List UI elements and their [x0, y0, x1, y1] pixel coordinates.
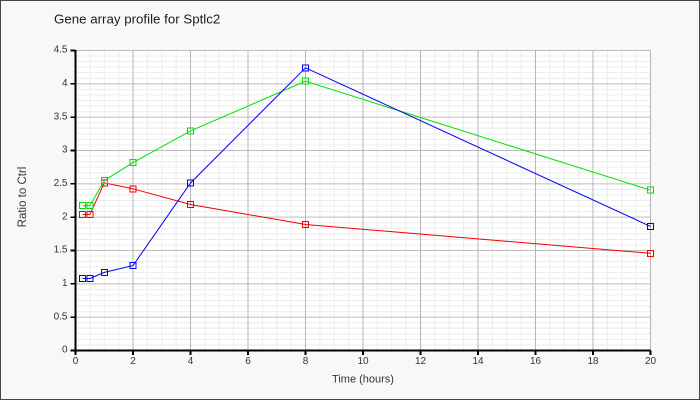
svg-text:8: 8 — [303, 356, 309, 367]
svg-text:4.5: 4.5 — [54, 45, 68, 56]
svg-text:2: 2 — [62, 211, 68, 222]
svg-text:10: 10 — [357, 356, 369, 367]
svg-text:6: 6 — [245, 356, 251, 367]
svg-text:1: 1 — [62, 278, 68, 289]
svg-text:2: 2 — [130, 356, 136, 367]
svg-text:0.5: 0.5 — [54, 311, 68, 322]
svg-text:Time (hours): Time (hours) — [332, 374, 394, 386]
svg-text:18: 18 — [587, 356, 599, 367]
svg-text:20: 20 — [645, 356, 657, 367]
svg-text:0: 0 — [62, 345, 68, 356]
svg-text:4: 4 — [62, 78, 68, 89]
svg-text:16: 16 — [530, 356, 542, 367]
svg-text:0: 0 — [73, 356, 79, 367]
svg-text:14: 14 — [472, 356, 484, 367]
svg-text:12: 12 — [415, 356, 427, 367]
svg-text:2.5: 2.5 — [54, 178, 68, 189]
svg-text:1.5: 1.5 — [54, 245, 68, 256]
svg-text:Ratio to Ctrl: Ratio to Ctrl — [17, 167, 29, 228]
svg-text:Gene array profile for Sptlc2: Gene array profile for Sptlc2 — [54, 12, 220, 27]
svg-text:3: 3 — [62, 145, 68, 156]
svg-text:4: 4 — [188, 356, 194, 367]
svg-text:3.5: 3.5 — [54, 111, 68, 122]
